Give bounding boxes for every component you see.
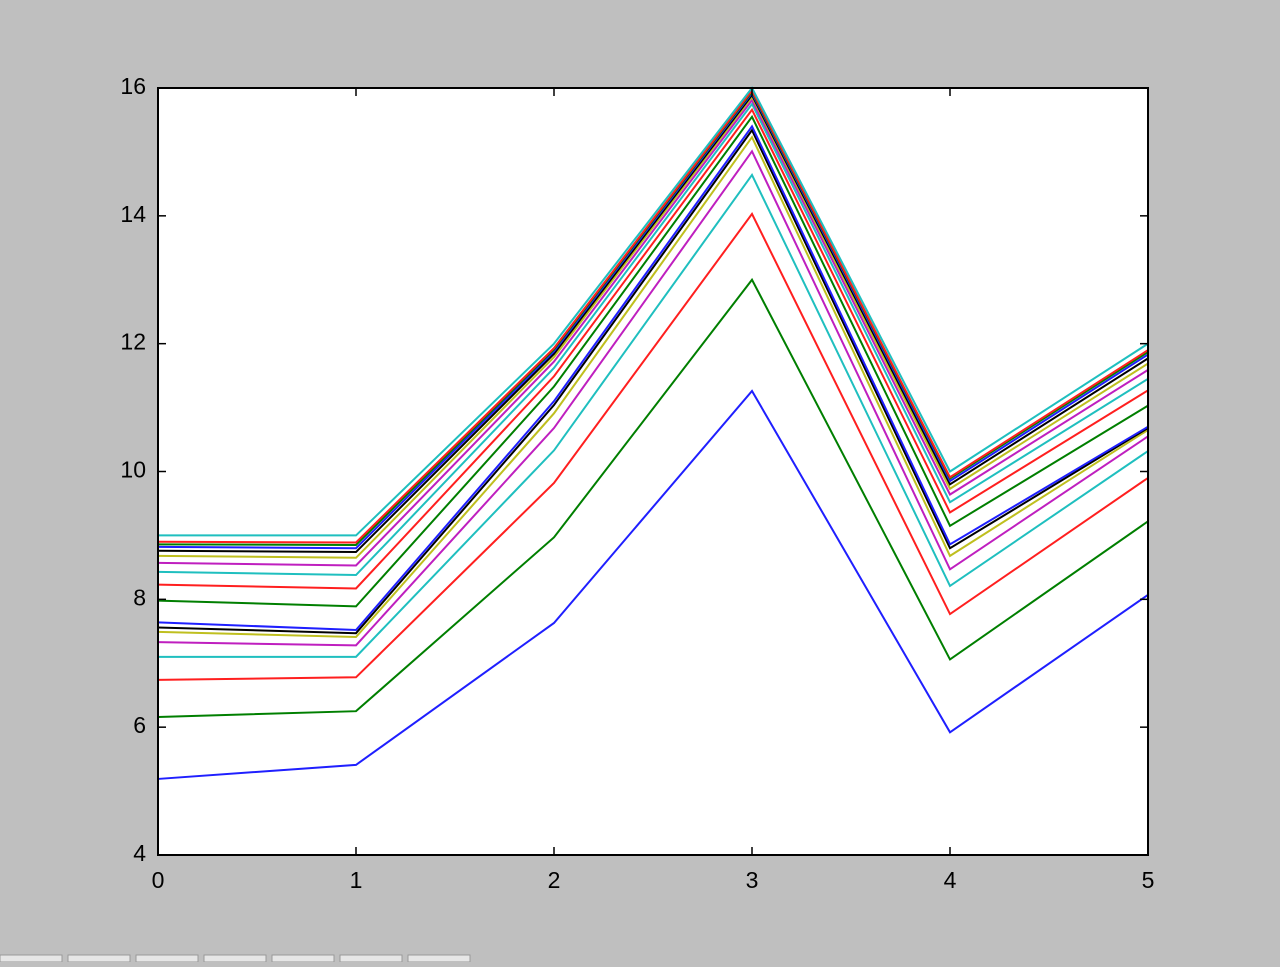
series-line (157, 93, 1149, 554)
plot-frame (157, 87, 1149, 856)
series-line (157, 95, 1149, 559)
series-line (157, 98, 1149, 567)
y-tick-label: 4 (133, 840, 146, 866)
series-line (157, 135, 1149, 639)
y-tick-label: 12 (120, 329, 146, 355)
series-line (157, 102, 1149, 577)
x-tick-label: 5 (1142, 867, 1155, 893)
x-tick-label: 4 (944, 867, 957, 893)
series-line (157, 212, 1149, 681)
y-tick-label: 16 (120, 73, 146, 99)
y-tick-label: 10 (120, 457, 146, 483)
series-line (157, 128, 1149, 635)
series-line (157, 114, 1149, 608)
toolbar (0, 954, 471, 963)
x-tick-label: 3 (746, 867, 759, 893)
series-line (157, 277, 1149, 718)
y-tick-label: 8 (133, 584, 146, 610)
series-line (158, 172, 1149, 658)
series-line (157, 149, 1149, 647)
x-tick-label: 1 (350, 867, 363, 893)
y-tick-label: 6 (133, 712, 146, 738)
series-line (157, 107, 1149, 590)
y-tick-label: 14 (120, 201, 146, 227)
series-line (157, 124, 1149, 632)
x-tick-label: 0 (152, 867, 165, 893)
x-tick-label: 2 (548, 867, 561, 893)
series-line (157, 389, 1149, 780)
series-line (158, 86, 1149, 537)
series-line (157, 88, 1149, 544)
